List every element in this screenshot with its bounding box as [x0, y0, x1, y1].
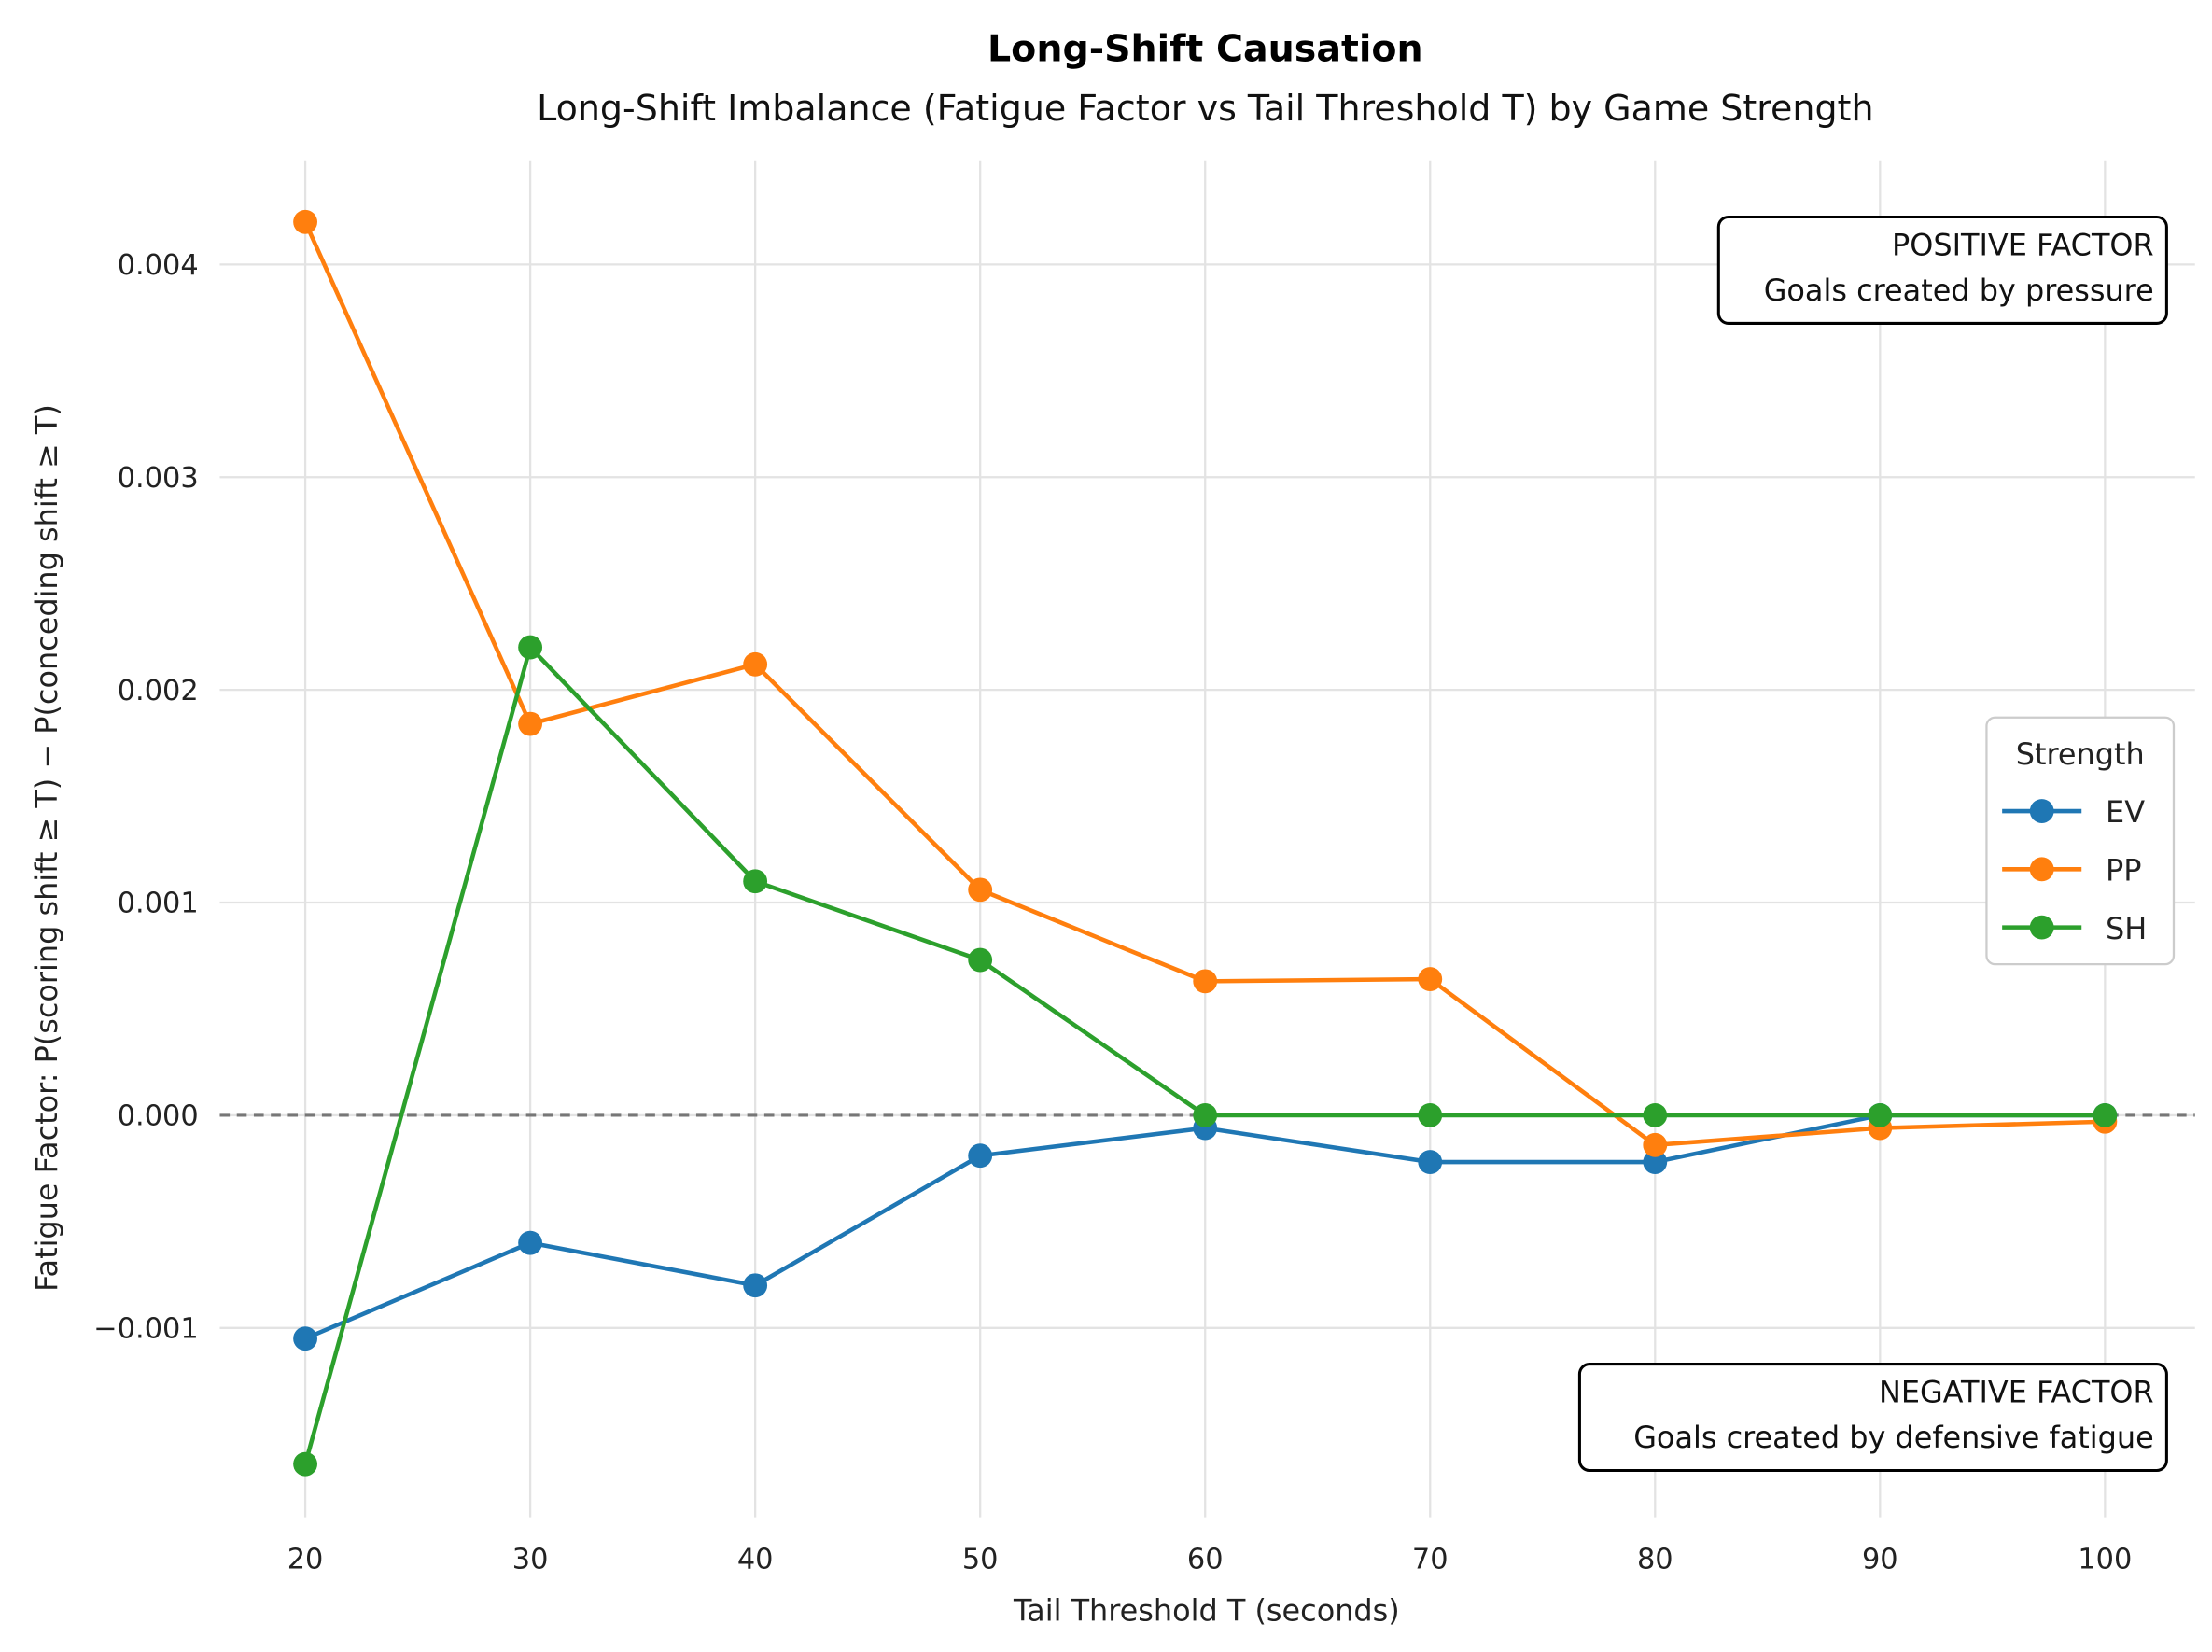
- chart-title: Long-Shift Causation: [987, 27, 1423, 70]
- negative-factor-annotation: NEGATIVE FACTOR Goals created by defensi…: [1577, 1363, 2168, 1473]
- x-tick-label: 50: [962, 1543, 999, 1575]
- legend-title: Strength: [2016, 736, 2145, 772]
- data-point-sh: [518, 635, 543, 660]
- data-point-sh: [1193, 1103, 1218, 1127]
- annotation-box: [1716, 215, 2168, 325]
- y-tick-label: 0.003: [118, 462, 199, 495]
- data-point-pp: [518, 711, 543, 736]
- positive-factor-text: Goals created by pressure: [1764, 273, 2154, 308]
- x-tick-label: 90: [1862, 1543, 1898, 1575]
- y-ticks: −0.001 0.000 0.001 0.002 0.003 0.004: [93, 249, 198, 1345]
- data-point-sh: [743, 869, 768, 894]
- y-tick-label: −0.001: [93, 1312, 198, 1345]
- data-point-ev: [1643, 1150, 1668, 1174]
- y-axis-label: Fatigue Factor: P(scoring shift ≥ T) − P…: [29, 404, 64, 1292]
- data-point-ev: [968, 1143, 993, 1169]
- negative-factor-title: NEGATIVE FACTOR: [1879, 1375, 2154, 1410]
- legend-marker-sh: [2029, 915, 2054, 940]
- data-point-pp: [743, 651, 768, 677]
- grid: [219, 160, 2195, 1518]
- negative-factor-text: Goals created by defensive fatigue: [1633, 1420, 2153, 1455]
- legend-marker-ev: [2029, 799, 2054, 823]
- data-point-sh: [1643, 1103, 1668, 1127]
- data-point-ev: [743, 1273, 768, 1298]
- data-point-ev: [293, 1326, 317, 1351]
- x-tick-label: 100: [2078, 1543, 2132, 1575]
- data-point-sh: [1868, 1103, 1893, 1127]
- legend-marker-pp: [2029, 857, 2054, 882]
- legend-label-pp: PP: [2106, 852, 2141, 888]
- data-point-pp: [1418, 967, 1443, 991]
- series-group: [293, 209, 2118, 1477]
- y-tick-label: 0.001: [118, 888, 199, 920]
- x-tick-label: 70: [1412, 1543, 1449, 1575]
- data-point-ev: [518, 1230, 543, 1255]
- x-tick-label: 60: [1187, 1543, 1224, 1575]
- data-point-pp: [1193, 969, 1218, 994]
- x-tick-label: 20: [287, 1543, 324, 1575]
- data-point-pp: [1643, 1132, 1668, 1157]
- data-point-pp: [293, 209, 317, 234]
- x-ticks: 20 30 40 50 60 70 80 90 100: [287, 1543, 2133, 1575]
- data-point-pp: [968, 877, 993, 903]
- x-tick-label: 40: [737, 1543, 774, 1575]
- y-tick-label: 0.004: [118, 249, 199, 282]
- data-point-sh: [1418, 1103, 1443, 1127]
- x-tick-label: 30: [512, 1543, 549, 1575]
- legend-label-sh: SH: [2106, 911, 2147, 946]
- legend-box: [1985, 716, 2176, 966]
- data-point-sh: [2093, 1103, 2118, 1127]
- y-tick-label: 0.000: [118, 1100, 199, 1133]
- data-point-sh: [293, 1451, 317, 1477]
- annotation-box: [1577, 1363, 2168, 1473]
- positive-factor-title: POSITIVE FACTOR: [1892, 228, 2154, 263]
- legend-items: EV PP SH: [2002, 794, 2147, 946]
- y-tick-label: 0.002: [118, 675, 199, 707]
- data-point-sh: [968, 947, 993, 973]
- data-point-ev: [1418, 1150, 1443, 1174]
- x-tick-label: 80: [1637, 1543, 1673, 1575]
- series-sh: [293, 635, 2118, 1477]
- legend-label-ev: EV: [2106, 794, 2145, 830]
- chart-subtitle: Long-Shift Imbalance (Fatigue Factor vs …: [537, 88, 1873, 129]
- x-axis-label: Tail Threshold T (seconds): [1013, 1593, 1400, 1629]
- positive-factor-annotation: POSITIVE FACTOR Goals created by pressur…: [1716, 215, 2168, 325]
- legend: Strength EV PP SH: [1985, 716, 2176, 966]
